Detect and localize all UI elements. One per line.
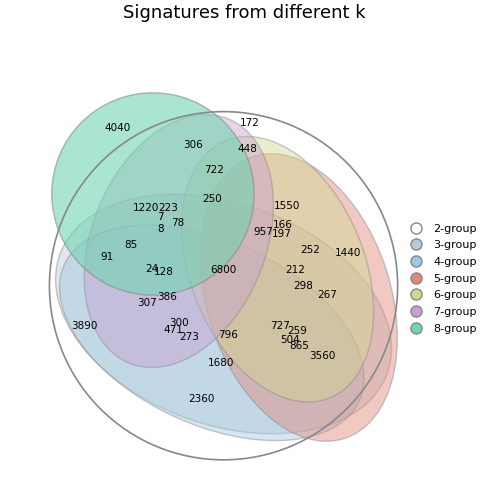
Text: 259: 259 [287,327,307,336]
Text: 267: 267 [317,290,337,300]
Text: 223: 223 [159,203,178,213]
Title: Signatures from different k: Signatures from different k [123,4,366,22]
Text: 865: 865 [289,341,309,351]
Text: 85: 85 [124,240,138,250]
Text: 1220: 1220 [133,203,159,213]
Ellipse shape [55,194,392,434]
Ellipse shape [181,137,373,402]
Text: 796: 796 [218,330,238,340]
Text: 727: 727 [270,321,290,331]
Text: 2360: 2360 [188,394,215,404]
Legend: 2-group, 3-group, 4-group, 5-group, 6-group, 7-group, 8-group: 2-group, 3-group, 4-group, 5-group, 6-gr… [401,219,481,338]
Text: 1440: 1440 [335,248,361,258]
Text: 7: 7 [157,213,163,222]
Text: 957: 957 [254,227,274,236]
Text: 273: 273 [179,333,199,343]
Text: 8: 8 [158,224,164,234]
Text: 91: 91 [101,253,114,263]
Text: 6800: 6800 [210,265,237,275]
Text: 166: 166 [272,220,292,229]
Text: 1550: 1550 [274,201,300,211]
Text: 307: 307 [137,298,157,308]
Text: 722: 722 [204,165,224,175]
Ellipse shape [52,93,254,295]
Ellipse shape [200,154,397,442]
Text: 300: 300 [169,319,188,329]
Text: 197: 197 [272,229,291,239]
Text: 471: 471 [163,326,183,336]
Text: 78: 78 [171,218,184,228]
Text: 504: 504 [280,335,300,345]
Text: 212: 212 [286,265,305,275]
Text: 1680: 1680 [208,358,234,368]
Text: 448: 448 [237,144,257,154]
Text: 252: 252 [301,245,321,256]
Ellipse shape [59,225,364,440]
Text: 24: 24 [145,264,158,274]
Text: 128: 128 [154,267,174,277]
Text: 172: 172 [239,118,260,129]
Text: 250: 250 [202,194,222,204]
Text: 306: 306 [183,140,203,150]
Ellipse shape [84,114,274,367]
Text: 386: 386 [157,291,177,301]
Text: 298: 298 [293,281,313,291]
Text: 3560: 3560 [309,351,336,361]
Text: 4040: 4040 [104,123,131,133]
Text: 3890: 3890 [72,321,98,331]
